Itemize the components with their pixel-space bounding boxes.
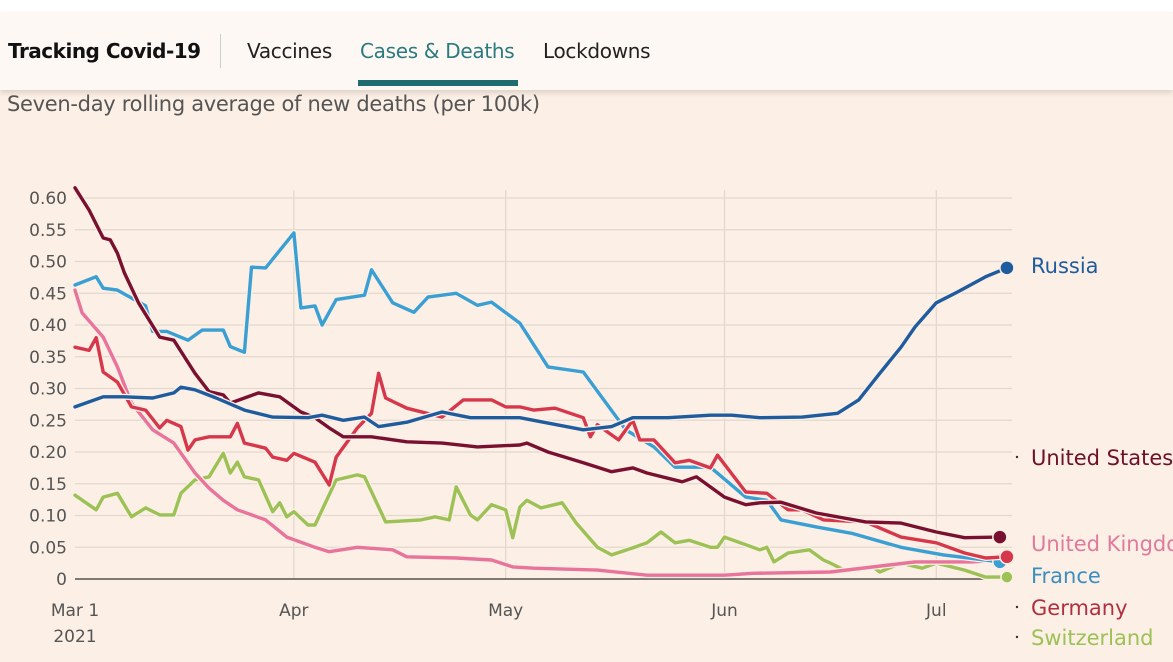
series-halo-russia [73,265,1009,433]
y-tick-label: 0.30 [29,380,67,400]
legend-label-russia: Russia [1031,254,1099,278]
x-tick-label: Mar 1 [51,601,99,621]
series-end-dot-germany [999,549,1015,565]
legend-label-germany: Germany [1031,596,1128,620]
series-line-germany [73,336,1009,560]
active-tab-indicator [358,80,518,86]
y-tick-label: 0.60 [29,189,67,209]
series-end-dot-united-states [992,529,1008,545]
x-tick-sublabel: 2021 [53,627,96,647]
y-tick-label: 0.55 [29,221,67,241]
legend-label-united-kingdom: United Kingdom [1031,532,1173,556]
tab-vaccines[interactable]: Vaccines [247,39,332,63]
y-tick-label: 0.20 [29,443,67,463]
legend-marker-switzerland [1015,635,1019,639]
x-tick-label: Apr [279,601,308,621]
legend-marker-germany [1015,605,1019,609]
y-tick-label: 0.15 [29,475,67,495]
y-tick-label: 0.35 [29,348,67,368]
series-end-dot-switzerland [1000,570,1014,584]
x-tick-label: Jun [710,601,738,621]
series-line-switzerland [73,451,1009,579]
tab-lockdowns[interactable]: Lockdowns [543,39,651,63]
y-tick-label: 0.50 [29,253,67,273]
series-line-russia [73,266,1009,432]
x-tick-label: May [488,601,523,621]
top-strip [0,0,1173,12]
tab-cases-deaths[interactable]: Cases & Deaths [360,39,515,63]
x-tick-label: Jul [925,601,947,621]
y-tick-label: 0.05 [29,538,67,558]
y-tick-label: 0.25 [29,411,67,431]
legend-label-united-states: United States [1031,446,1173,470]
y-tick-label: 0 [56,570,67,590]
series-line-united-kingdom [73,288,1002,577]
legend-marker-united-states [1015,455,1019,459]
brand-title[interactable]: Tracking Covid-19 [8,39,201,63]
y-tick-label: 0.45 [29,284,67,304]
series-line-united-states [73,186,1002,540]
y-tick-label: 0.10 [29,507,67,527]
y-tick-label: 0.40 [29,316,67,336]
series-end-dot-russia [999,260,1015,276]
nav-divider [220,34,221,68]
chart-title: Seven-day rolling average of new deaths … [7,92,540,116]
legend-label-france: France [1031,564,1101,588]
legend-label-switzerland: Switzerland [1031,626,1154,650]
series-halo-united-states [72,186,1000,541]
nav-header: Tracking Covid-19 Vaccines Cases & Death… [0,12,1173,90]
